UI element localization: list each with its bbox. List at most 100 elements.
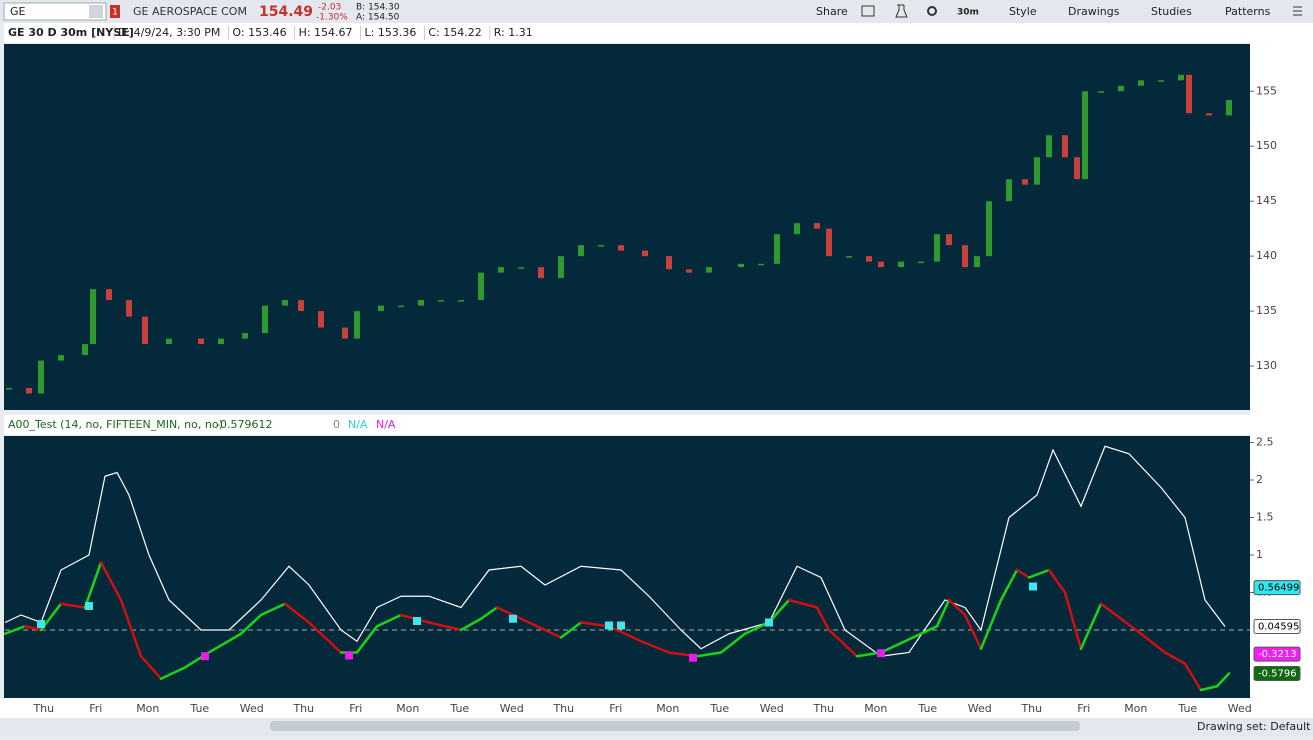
header-field: C: 154.22 [428, 26, 481, 39]
signal-marker [201, 652, 209, 661]
header-field: L: 153.36 [365, 26, 417, 39]
x-tick-label: Tue [709, 702, 729, 715]
x-tick-label: Wed [1228, 702, 1252, 715]
x-tick-label: Fri [89, 702, 102, 715]
y-tick-label: 150 [1256, 139, 1277, 152]
oscillator-segment [1139, 632, 1167, 654]
timeframe-button[interactable]: 30m [957, 8, 979, 18]
bid: B: 154.30 [356, 3, 400, 13]
candle [126, 300, 132, 317]
signal-marker [617, 621, 625, 630]
oscillator-segment [947, 598, 967, 617]
price-bubble-label: -0.5796 [1258, 668, 1297, 679]
toolbar [0, 0, 1313, 23]
time-axis [0, 698, 1313, 718]
oscillator-segment [83, 561, 103, 609]
price-bubble-label: 0.04595 [1258, 622, 1299, 633]
price-bubble [1253, 646, 1301, 662]
x-tick-label: Thu [552, 702, 574, 715]
study-zero: 0 [333, 418, 340, 431]
candle [974, 256, 980, 268]
oscillator-segment [1183, 662, 1203, 692]
candle [38, 360, 44, 394]
scrollbar[interactable] [270, 721, 1080, 731]
price-bubble-label: 0.56499 [1258, 583, 1299, 594]
x-tick-label: Wed [240, 702, 264, 715]
candle [758, 263, 764, 266]
candle [418, 300, 424, 306]
candle [218, 338, 224, 345]
candle [814, 223, 820, 229]
patterns-button[interactable]: Patterns [1225, 5, 1271, 18]
signal-marker [689, 653, 697, 662]
header-field: H: 154.67 [299, 26, 353, 39]
oscillator-segment [3, 624, 27, 635]
study-na: N/A [376, 418, 396, 431]
signal-marker [765, 618, 773, 627]
candle [518, 267, 524, 269]
oscillator-segment [787, 598, 819, 609]
candle [106, 289, 112, 301]
price-bubble [1253, 665, 1301, 681]
drawing-set[interactable]: Drawing set: Default [1197, 720, 1311, 733]
candle [598, 245, 604, 247]
symbol-box[interactable] [3, 2, 107, 21]
x-tick-label: Fri [609, 702, 622, 715]
header-field: O: 153.46 [232, 26, 286, 39]
candle [558, 256, 564, 279]
x-tick-label: Fri [349, 702, 362, 715]
oscillator-segment [355, 624, 379, 654]
candle [738, 263, 744, 268]
studies-button[interactable]: Studies [1151, 5, 1192, 18]
icon[interactable] [927, 6, 937, 16]
x-tick-label: Thu [1020, 702, 1042, 715]
x-tick-label: Tue [1177, 702, 1197, 715]
study-na: N/A [348, 418, 368, 431]
price-pane [4, 44, 1250, 410]
candle [1118, 85, 1124, 92]
candle [794, 223, 800, 235]
candle [242, 333, 248, 339]
dropdown[interactable] [89, 5, 103, 18]
oscillator-segment [607, 624, 643, 643]
symbol[interactable]: GE [10, 5, 26, 18]
candle [578, 245, 584, 257]
style-button[interactable]: Style [1009, 5, 1037, 18]
oscillator-segment [1063, 591, 1083, 650]
signal-marker [509, 614, 517, 623]
candle [538, 267, 544, 279]
share-button[interactable]: Share [816, 5, 848, 18]
signal-marker [877, 649, 885, 658]
x-tick-label: Wed [760, 702, 784, 715]
signal-marker [85, 601, 93, 610]
candle [1138, 80, 1144, 86]
candle [1178, 74, 1184, 81]
last-price: 154.49 [259, 4, 313, 20]
oscillator-segment [1047, 568, 1067, 594]
candle [458, 300, 464, 302]
alert-badge[interactable] [110, 5, 120, 18]
candle [1062, 135, 1068, 158]
y-tick-label: 2.5 [1256, 436, 1274, 449]
oscillator-segment [459, 617, 483, 632]
icon[interactable] [895, 4, 908, 18]
candle [826, 228, 832, 257]
y-tick-label: 130 [1256, 359, 1277, 372]
candle [90, 289, 96, 345]
x-tick-label: Tue [917, 702, 937, 715]
drawings-button[interactable]: Drawings [1068, 5, 1120, 18]
oscillator-segment [903, 624, 939, 643]
candle [898, 261, 904, 268]
oscillator-segment [375, 613, 403, 628]
icon[interactable] [861, 5, 875, 17]
oscillator-segment [1163, 651, 1187, 665]
candle [318, 311, 324, 328]
signal-marker [345, 651, 353, 660]
menu-icon[interactable] [1293, 6, 1302, 16]
candle [1098, 91, 1104, 93]
chart-title: GE 30 D 30m [NYSE] [8, 26, 134, 39]
candle [706, 267, 712, 273]
oscillator-segment [1027, 568, 1051, 579]
candle [666, 256, 672, 270]
